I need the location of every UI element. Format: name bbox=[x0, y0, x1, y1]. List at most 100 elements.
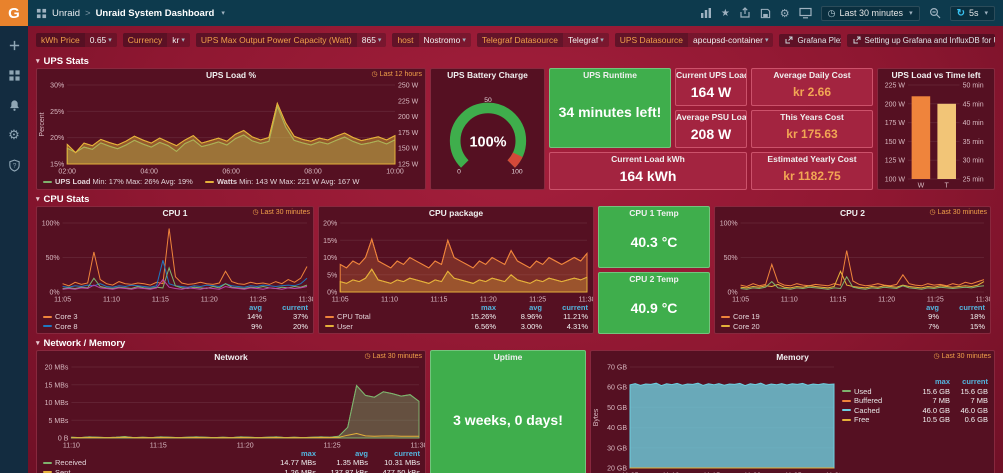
refresh-interval-label: 5s bbox=[968, 8, 979, 18]
variable-ups-max-output[interactable]: UPS Max Output Power Capacity (Watt) 865… bbox=[195, 33, 387, 47]
refresh-picker[interactable]: ↻ 5s ▾ bbox=[949, 5, 995, 21]
legend-item[interactable]: Core 19 bbox=[721, 312, 893, 322]
panel-title[interactable]: CPU 1 Temp bbox=[629, 208, 679, 218]
time-range-label: Last 30 minutes bbox=[839, 8, 904, 18]
panel-title[interactable]: Average PSU Load bbox=[676, 112, 746, 122]
star-icon[interactable]: ★ bbox=[720, 7, 730, 19]
svg-text:200 W: 200 W bbox=[885, 101, 906, 108]
variable-value[interactable]: kr ▾ bbox=[167, 33, 190, 47]
row-header-ups-stats[interactable]: ▾ UPS Stats bbox=[36, 54, 995, 68]
network-chart[interactable]: 20 MBs 15 MBs 10 MBs 5 MBs 0 B 11:10 11:15 11:2… bbox=[37, 363, 428, 450]
variable-value[interactable]: 0.65 ▾ bbox=[84, 33, 117, 47]
help-shield-icon[interactable]: ? bbox=[0, 154, 28, 176]
stat-value: 164 kWh bbox=[619, 168, 677, 184]
panel-title[interactable]: Uptime bbox=[493, 352, 523, 362]
link-grafana-plex-theme[interactable]: Grafana Plex Theme bbox=[779, 33, 841, 47]
legend-item[interactable]: Core 8 bbox=[43, 322, 216, 332]
panel-title[interactable]: Average Daily Cost bbox=[773, 70, 851, 80]
save-icon[interactable] bbox=[760, 8, 771, 19]
variable-telegraf-datasource[interactable]: Telegraf Datasource Telegraf ▾ bbox=[476, 33, 609, 47]
gauge-threshold-arc bbox=[506, 152, 523, 168]
stat-value: 34 minutes left! bbox=[558, 104, 662, 121]
panel-title[interactable]: CPU 2 bbox=[839, 208, 866, 218]
zoom-out-icon[interactable] bbox=[929, 7, 941, 19]
legend-item[interactable]: CPU Total bbox=[325, 312, 450, 322]
breadcrumb-app[interactable]: Unraid bbox=[52, 7, 80, 19]
variable-ups-datasource[interactable]: UPS Datasource apcupsd-container ▾ bbox=[614, 33, 774, 47]
ups-load-chart[interactable]: 30% 25% 20% 15% 250 W 225 W 200 W 175 W 150 W 125… bbox=[37, 81, 425, 176]
panel-title[interactable]: UPS Runtime bbox=[583, 70, 637, 80]
panel-title[interactable]: Network bbox=[214, 352, 248, 362]
cpu2-legend: avg current Core 19 9% 18% Core 20 7% 15% bbox=[715, 303, 990, 334]
legend-item[interactable]: Used bbox=[842, 387, 912, 397]
svg-text:40 GB: 40 GB bbox=[607, 425, 627, 432]
row-header-network-memory[interactable]: ▾ Network / Memory bbox=[36, 336, 995, 350]
cpu2-chart[interactable]: 100% 50% 0%11:05 11:10 11:15 11:20 11:25 11:30 bbox=[715, 219, 993, 304]
svg-text:20 GB: 20 GB bbox=[607, 466, 627, 473]
ups-load-vs-time-chart[interactable]: 225 W 200 W 175 W 150 W 125 W 100 W 50 min 45 m… bbox=[878, 81, 994, 190]
alerting-bell-icon[interactable] bbox=[0, 94, 28, 116]
panel-this-years-cost: This Years Cost kr 175.63 bbox=[751, 110, 873, 148]
variable-value[interactable]: Telegraf ▾ bbox=[562, 33, 609, 47]
dashboard-title[interactable]: Unraid System Dashboard bbox=[95, 7, 215, 19]
gauge-mid-label: 50 bbox=[484, 97, 492, 104]
legend-item[interactable]: Buffered bbox=[842, 396, 912, 406]
legend-item[interactable]: UPS Load Min: 17% Max: 26% Avg: 19% bbox=[43, 177, 193, 186]
cpu1-chart[interactable]: 100% 50% 0%11:05 11:10 11:15 11:20 11:25 11:30 bbox=[37, 219, 316, 304]
panel-network-graph: ◷ Last 30 minutes Network 20 MBs 15 MBs 10… bbox=[36, 350, 428, 473]
panel-title[interactable]: UPS Load % bbox=[205, 70, 257, 80]
legend-item[interactable]: Watts Min: 143 W Max: 221 W Avg: 167 W bbox=[204, 177, 359, 186]
settings-gear-icon[interactable]: ⚙ bbox=[8, 127, 20, 142]
svg-text:11:20: 11:20 bbox=[878, 297, 895, 304]
panel-title[interactable]: Estimated Yearly Cost bbox=[767, 154, 857, 164]
variable-value[interactable]: Nostromo ▾ bbox=[418, 33, 471, 47]
panel-title[interactable]: UPS Load vs Time left bbox=[891, 70, 981, 80]
chevron-down-icon: ▾ bbox=[984, 10, 988, 17]
svg-text:150 W: 150 W bbox=[398, 146, 419, 153]
panel-title[interactable]: CPU 2 Temp bbox=[629, 274, 679, 284]
add-panel-icon[interactable] bbox=[700, 7, 712, 19]
row-header-cpu-stats[interactable]: ▾ CPU Stats bbox=[36, 192, 995, 206]
svg-text:11:05: 11:05 bbox=[332, 297, 349, 304]
legend-item[interactable]: Received bbox=[43, 458, 264, 468]
variable-currency[interactable]: Currency kr ▾ bbox=[122, 33, 190, 47]
legend-item[interactable]: Sent bbox=[43, 468, 264, 473]
variable-value[interactable]: 865 ▾ bbox=[356, 33, 387, 47]
stat-value: kr 1182.75 bbox=[783, 169, 841, 183]
svg-text:11:20: 11:20 bbox=[480, 297, 497, 304]
cpu-package-chart[interactable]: 20% 15% 10% 5% 0% 11:05 11:10 11:15 11:20 11:25 11… bbox=[319, 219, 595, 304]
chevron-down-icon[interactable]: ▾ bbox=[221, 10, 225, 17]
svg-text:150 W: 150 W bbox=[885, 139, 906, 146]
main-area: Unraid > Unraid System Dashboard ▾ ★ ⚙ bbox=[28, 0, 1003, 473]
variable-host[interactable]: host Nostromo ▾ bbox=[392, 33, 471, 47]
panel-title[interactable]: Memory bbox=[776, 352, 809, 362]
link-ups-monitoring-guide[interactable]: Setting up Grafana and InfluxDB for UPS … bbox=[846, 33, 995, 47]
grafana-logo[interactable]: G bbox=[0, 0, 28, 26]
chevron-down-icon: ▾ bbox=[36, 58, 40, 65]
panel-title[interactable]: This Years Cost bbox=[780, 112, 844, 122]
variable-value[interactable]: apcupsd-container ▾ bbox=[688, 33, 774, 47]
dashboards-icon[interactable] bbox=[0, 64, 28, 86]
legend-item[interactable]: Core 3 bbox=[43, 312, 216, 322]
panel-title[interactable]: Current Load kWh bbox=[611, 154, 685, 164]
variable-kwh-price[interactable]: kWh Price 0.65 ▾ bbox=[36, 33, 117, 47]
series-color-swatch bbox=[43, 325, 52, 328]
svg-text:02:00: 02:00 bbox=[58, 169, 76, 176]
panel-title[interactable]: Current UPS Load bbox=[676, 70, 746, 80]
share-icon[interactable] bbox=[739, 7, 751, 19]
panel-title[interactable]: CPU 1 bbox=[162, 208, 188, 218]
panel-current-load-kwh: Current Load kWh 164 kWh bbox=[549, 152, 747, 190]
variable-label: UPS Datasource bbox=[614, 33, 689, 47]
legend-item[interactable]: Core 20 bbox=[721, 322, 893, 332]
gear-icon[interactable]: ⚙ bbox=[779, 7, 790, 20]
series-color-swatch bbox=[325, 325, 334, 328]
create-plus-icon[interactable] bbox=[0, 34, 28, 56]
panel-title[interactable]: UPS Battery Charge bbox=[447, 70, 528, 80]
legend-item[interactable]: Cached bbox=[842, 406, 912, 416]
legend-item[interactable]: User bbox=[325, 322, 450, 332]
time-picker[interactable]: ◷ Last 30 minutes ▾ bbox=[820, 5, 920, 21]
panel-title[interactable]: CPU package bbox=[428, 208, 484, 218]
tv-mode-icon[interactable] bbox=[799, 7, 812, 19]
legend-item[interactable]: Free bbox=[842, 415, 912, 425]
